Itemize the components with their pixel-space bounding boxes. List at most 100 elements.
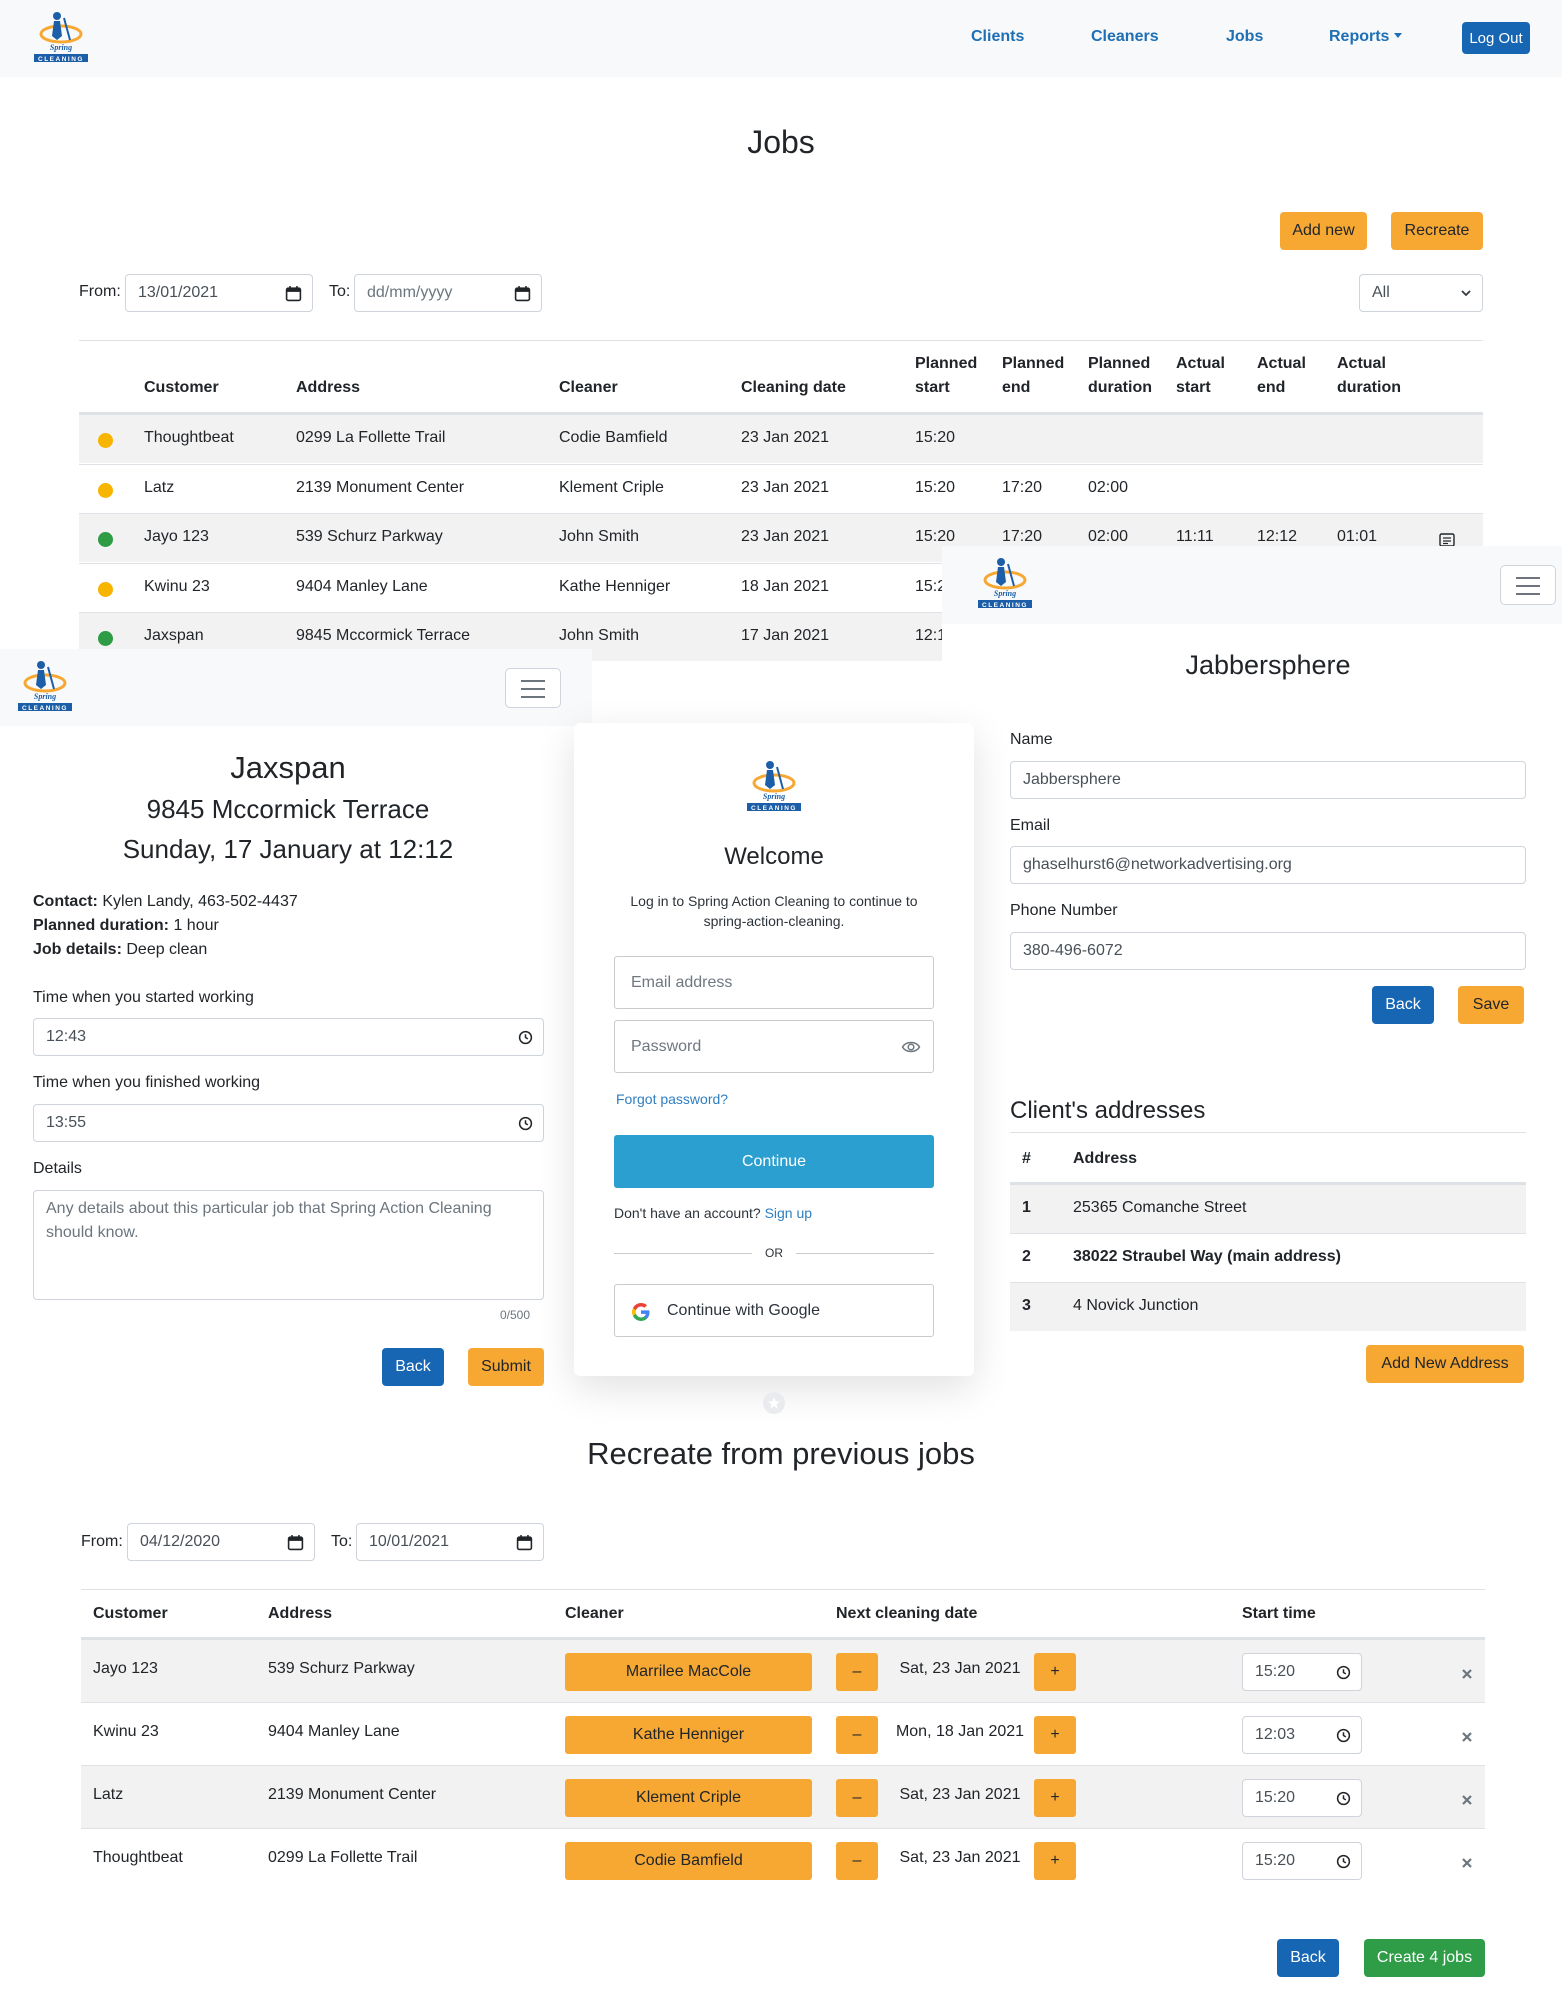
recreate-from-input[interactable]: 04/12/2020 (127, 1523, 315, 1561)
save-button[interactable]: Save (1458, 986, 1524, 1024)
spring-action-logo[interactable]: Spring CLEANING (974, 556, 1036, 612)
spring-action-logo[interactable]: Spring CLEANING (14, 659, 76, 715)
address-row[interactable]: 2 38022 Straubel Way (main address) (1010, 1233, 1526, 1282)
name-input[interactable]: Jabbersphere (1010, 761, 1526, 799)
start-time-input[interactable]: 15:20 (1242, 1653, 1362, 1691)
cell-pstart: 12:1 (915, 627, 947, 644)
job-detail-panel: Spring CLEANING Jaxspan 9845 Mccormick T… (0, 649, 592, 1409)
continue-button[interactable]: Continue (614, 1135, 934, 1188)
address-row[interactable]: 3 4 Novick Junction (1010, 1282, 1526, 1331)
top-navbar: Spring CLEANING Clients Cleaners Jobs Re… (0, 0, 1562, 77)
calendar-icon[interactable] (285, 285, 302, 302)
spring-action-logo[interactable]: Spring CLEANING (30, 10, 92, 66)
password-input[interactable]: Password (614, 1020, 934, 1073)
cell-pend: 17:20 (1002, 478, 1043, 496)
back-button[interactable]: Back (382, 1348, 444, 1386)
cell-date: 18 Jan 2021 (741, 577, 830, 595)
calendar-icon[interactable] (514, 285, 531, 302)
next-date-button[interactable]: + (1034, 1842, 1076, 1880)
cell-pstart: 15:20 (915, 478, 956, 496)
divider (796, 1253, 934, 1254)
from-label: From: (79, 283, 121, 300)
start-time-input[interactable]: 12:03 (1242, 1716, 1362, 1754)
previous-date-button[interactable]: – (836, 1716, 878, 1754)
details-textarea[interactable]: Any details about this particular job th… (33, 1190, 544, 1300)
client-title: Jabbersphere (1185, 650, 1351, 680)
mini-navbar (942, 546, 1562, 624)
next-cleaning-date: Sat, 23 Jan 2021 (899, 1849, 1021, 1866)
col-cleaner: Cleaner (559, 379, 618, 396)
hamburger-menu-icon[interactable] (505, 668, 561, 708)
spring-action-logo: Spring CLEANING (743, 759, 805, 815)
cleaner-select-button[interactable]: Marrilee MacCole (565, 1653, 812, 1691)
start-time-input[interactable]: 15:20 (1242, 1779, 1362, 1817)
previous-date-button[interactable]: – (836, 1653, 878, 1691)
cleaner-select-button[interactable]: Kathe Henniger (565, 1716, 812, 1754)
finish-time-input[interactable]: 13:55 (33, 1104, 544, 1142)
table-row: Thoughtbeat 0299 La Follette Trail Codie B… (81, 1828, 1485, 1891)
create-jobs-button[interactable]: Create 4 jobs (1364, 1939, 1485, 1977)
back-button[interactable]: Back (1277, 1939, 1339, 1977)
table-row[interactable]: Jayo 123 539 Schurz Parkway John Smith 23 J… (79, 513, 1483, 562)
email-input[interactable]: ghaselhurst6@networkadvertising.org (1010, 846, 1526, 884)
status-filter-select[interactable]: All (1359, 274, 1483, 312)
table-row[interactable]: Latz 2139 Monument Center Klement Criple 23… (79, 463, 1483, 513)
start-time-input[interactable]: 15:20 (1242, 1842, 1362, 1880)
table-row[interactable]: Thoughtbeat 0299 La Follette Trail Codie B… (79, 414, 1483, 463)
remove-row-icon[interactable] (1461, 1791, 1473, 1805)
cell-pdur: 02:00 (1088, 478, 1129, 496)
nav-clients[interactable]: Clients (971, 28, 1025, 45)
table-row: Jayo 123 539 Schurz Parkway Marrilee MacCo… (81, 1639, 1485, 1702)
remove-row-icon[interactable] (1461, 1665, 1473, 1679)
cleaner-select-button[interactable]: Klement Criple (565, 1779, 812, 1817)
status-dot-icon (98, 433, 113, 448)
previous-date-button[interactable]: – (836, 1842, 878, 1880)
start-time-input[interactable]: 12:43 (33, 1018, 544, 1056)
previous-date-button[interactable]: – (836, 1779, 878, 1817)
google-login-button[interactable]: Continue with Google (614, 1284, 934, 1337)
phone-input[interactable]: 380-496-6072 (1010, 932, 1526, 970)
cell-customer: Jaxspan (144, 627, 204, 644)
from-date-input[interactable]: 13/01/2021 (125, 274, 313, 312)
logout-button[interactable]: Log Out (1462, 22, 1530, 54)
from-date-value: 13/01/2021 (138, 284, 219, 301)
address-row[interactable]: 1 25365 Comanche Street (1010, 1184, 1526, 1233)
submit-button[interactable]: Submit (468, 1348, 544, 1386)
col-actual-end: Actual end (1257, 355, 1306, 396)
table-row[interactable]: Kwinu 23 9404 Manley Lane Kathe Henniger 18… (79, 562, 1483, 612)
sign-up-link[interactable]: Sign up (764, 1205, 813, 1221)
nav-jobs[interactable]: Jobs (1226, 28, 1264, 45)
notes-icon[interactable] (1439, 532, 1455, 547)
eye-icon[interactable] (901, 1038, 921, 1056)
col-address: Address (268, 1605, 333, 1622)
table-row: Latz 2139 Monument Center Klement Criple – S… (81, 1765, 1485, 1828)
table-top-border (81, 1589, 1485, 1590)
cell-address: 0299 La Follette Trail (268, 1849, 418, 1866)
add-new-address-button[interactable]: Add New Address (1366, 1345, 1524, 1383)
calendar-icon[interactable] (516, 1534, 533, 1551)
email-input[interactable]: Email address (614, 956, 934, 1009)
add-new-button[interactable]: Add new (1280, 212, 1367, 250)
nav-reports-dropdown[interactable]: Reports (1329, 28, 1403, 46)
back-button[interactable]: Back (1372, 986, 1434, 1024)
hamburger-menu-icon[interactable] (1500, 565, 1556, 605)
remove-row-icon[interactable] (1461, 1728, 1473, 1742)
next-date-button[interactable]: + (1034, 1716, 1076, 1754)
recreate-button[interactable]: Recreate (1391, 212, 1483, 250)
to-date-input[interactable]: dd/mm/yyyy (354, 274, 542, 312)
recreate-to-input[interactable]: 10/01/2021 (356, 1523, 544, 1561)
next-date-button[interactable]: + (1034, 1779, 1076, 1817)
col-cleaner: Cleaner (565, 1605, 624, 1622)
svg-text:CLEANING: CLEANING (751, 805, 797, 812)
status-filter-value: All (1372, 284, 1390, 301)
calendar-icon[interactable] (287, 1534, 304, 1551)
cell-customer: Latz (144, 478, 175, 496)
forgot-password-link[interactable]: Forgot password? (616, 1091, 729, 1107)
remove-row-icon[interactable] (1461, 1854, 1473, 1868)
cell-customer: Latz (93, 1786, 124, 1803)
status-dot-icon (98, 482, 113, 498)
nav-cleaners[interactable]: Cleaners (1091, 28, 1159, 45)
caret-down-icon (1394, 33, 1403, 38)
next-date-button[interactable]: + (1034, 1653, 1076, 1691)
cleaner-select-button[interactable]: Codie Bamfield (565, 1842, 812, 1880)
